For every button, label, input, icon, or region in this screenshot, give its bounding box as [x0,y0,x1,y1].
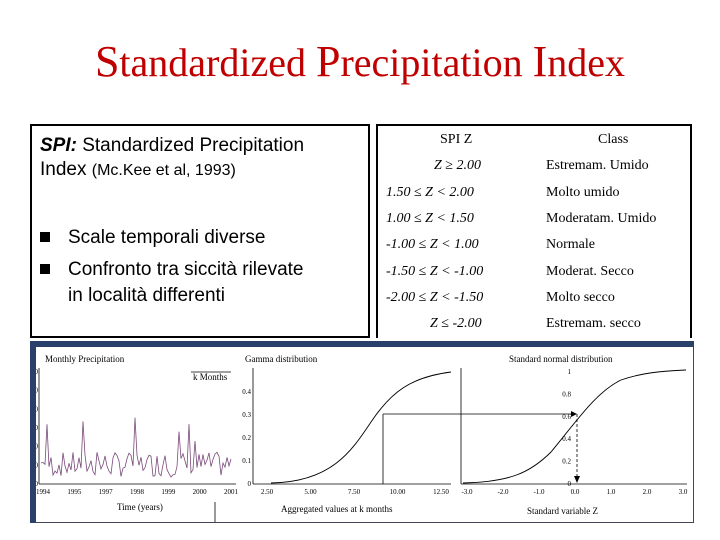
panel1-annotation: k Months [193,372,228,382]
y-tick-label: 0.1 [242,457,251,465]
panel3-xlabel: Standard variable Z [527,506,598,516]
y-tick-label: 0.3 [242,411,251,419]
x-tick-label: 1997 [99,488,114,496]
y-tick-label: 0 [248,480,252,488]
figure-frame-top [30,341,694,347]
x-tick-label: 2001 [224,488,239,496]
table-header-class: Class [598,132,629,147]
x-tick-label: 1998 [130,488,145,496]
table-header-spi: SPI Z [440,132,473,147]
y-tick-label: 0.4 [562,435,571,443]
y-tick-label: 0 [568,480,572,488]
x-tick-label: 2.50 [261,488,274,496]
description-box: SPI: Standardized Precipitation Index (M… [30,124,370,338]
figure-frame-left [30,341,36,523]
gamma-cdf-curve [270,371,452,484]
table-cell-z: -2.00 ≤ Z < -1.50 [386,290,484,305]
x-tick-label: -3.0 [461,488,473,496]
table-cell-class: Moderatam. Umido [546,211,657,226]
y-tick-label: 0 [35,480,39,488]
x-tick-label: 1999 [161,488,176,496]
x-tick-label: 3.0 [679,488,688,496]
x-tick-label: -2.0 [497,488,509,496]
panel1-title: Monthly Precipitation [45,354,125,364]
spi-class-table: SPI Z Class Z ≥ 2.00 Estremam. Umido 1.5… [376,124,692,338]
x-tick-label: 10.00 [390,488,406,496]
bullet-square-icon [40,264,50,274]
panel2-title: Gamma distribution [245,354,318,364]
panel1-xlabel: Time (years) [117,502,163,512]
x-tick-label: -1.0 [533,488,545,496]
spi-figure-svg: Monthly Precipitation k Months 020406080… [31,354,688,522]
table-cell-class: Molto umido [546,185,620,200]
x-tick-label: 1994 [36,488,51,496]
spi-definition: SPI: Standardized Precipitation Index (M… [40,135,305,180]
table-cell-class: Estremam. secco [546,316,641,331]
y-tick-label: 1 [568,368,572,376]
x-tick-label: 7.50 [348,488,361,496]
x-tick-label: 0.0 [571,488,580,496]
panel2-xlabel: Aggregated values at k months [281,504,393,514]
table-cell-class: Estremam. Umido [546,158,649,173]
table-cell-class: Molto secco [546,290,615,305]
panel3-title: Standard normal distribution [509,354,613,364]
arrow-down-icon [574,476,580,483]
table-cell-z: -1.50 ≤ Z < -1.00 [386,264,484,279]
table-cell-z: Z ≤ -2.00 [430,316,482,331]
x-tick-label: 1995 [67,488,82,496]
y-tick-label: 0.4 [242,388,251,396]
x-tick-label: 5.00 [304,488,317,496]
y-tick-label: 0.2 [242,434,251,442]
table-cell-z: Z ≥ 2.00 [434,158,481,173]
normal-cdf-curve [462,369,687,484]
spi-method-figure: Monthly Precipitation k Months 020406080… [30,341,694,523]
y-tick-label: 0.2 [562,458,571,466]
table-cell-z: 1.50 ≤ Z < 2.00 [386,185,474,200]
x-tick-label: 2.0 [643,488,652,496]
bullet-square-icon [40,232,50,242]
x-tick-label: 1.0 [607,488,616,496]
y-tick-label: 0.6 [562,413,571,421]
table-cell-z: 1.00 ≤ Z < 1.50 [386,211,474,226]
y-tick-label: 0.8 [562,390,571,398]
table-cell-class: Moderat. Secco [546,264,634,279]
slide-title: Standardized Precipitation Index [94,37,626,86]
table-cell-z: -1.00 ≤ Z < 1.00 [386,237,479,252]
arrow-right-icon [571,411,577,417]
precipitation-series-line [40,417,232,478]
x-tick-label: 12.50 [433,488,449,496]
table-cell-class: Normale [546,237,595,252]
x-tick-label: 2000 [193,488,208,496]
